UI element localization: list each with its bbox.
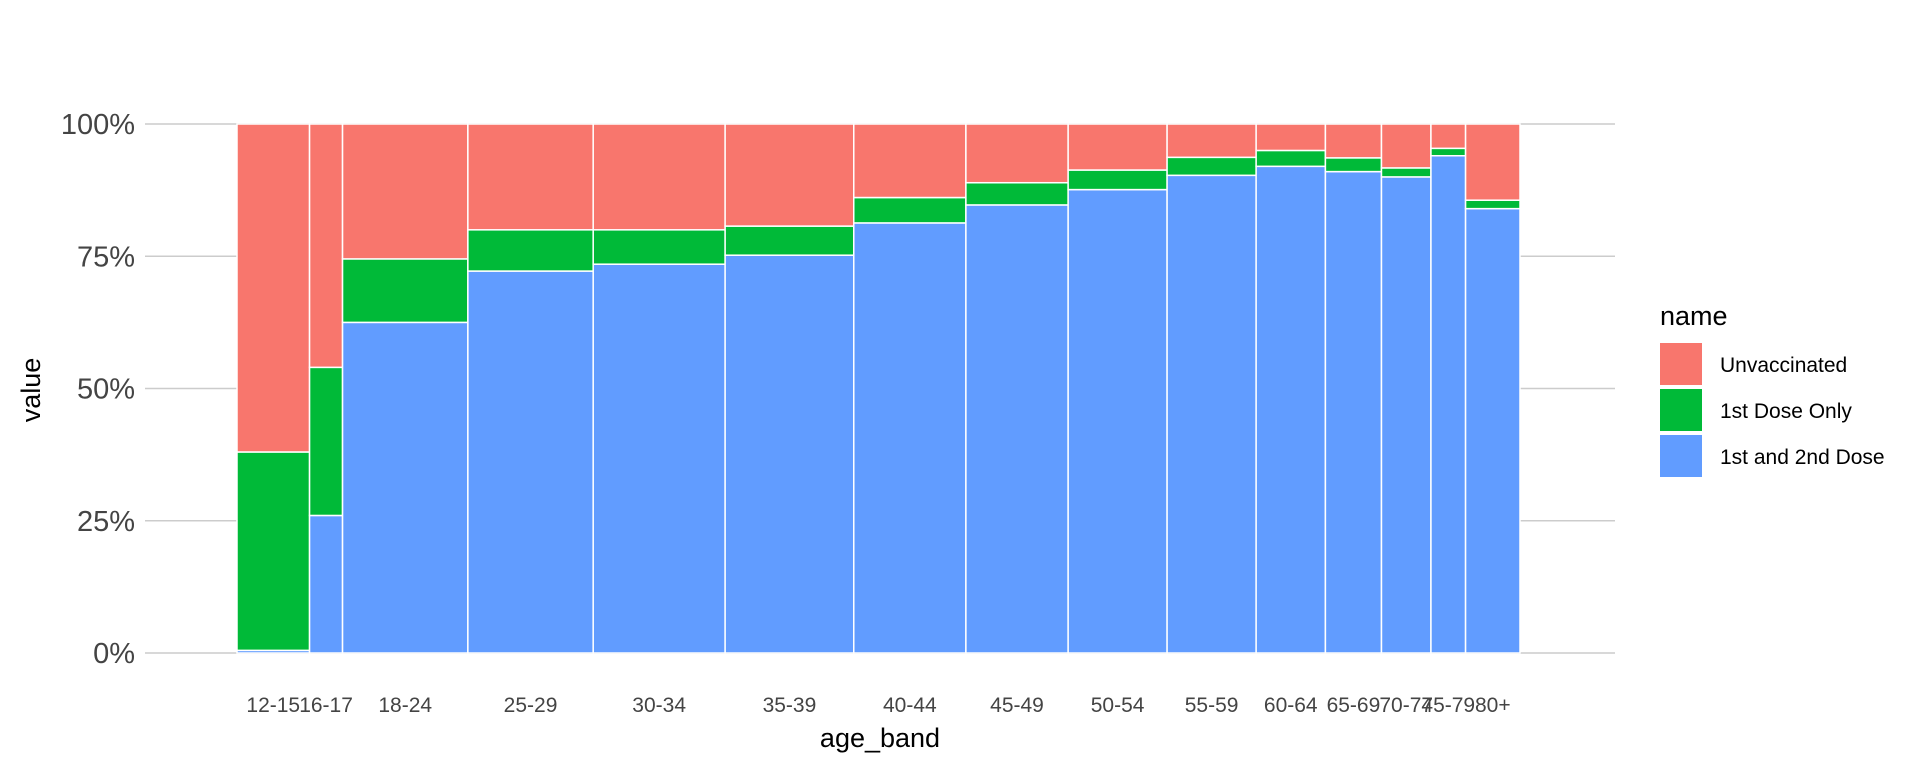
bar-25-29-1st-dose-only [467,229,594,272]
bar-40-44-1st-dose-only [853,196,967,224]
bar-60-64-1st-dose-only [1255,149,1327,168]
bar-50-54-unvaccinated [1067,123,1168,171]
bar-30-34-1st-dose-only [592,229,726,265]
bar-16-17-unvaccinated [308,123,344,369]
y-tick-labels: 0% 25% 50% 75% 100% [61,109,135,670]
x-tick-label: 30-34 [632,694,686,717]
bar-50-54-1st-and-2nd-dose [1067,188,1168,654]
bar-35-39-1st-dose-only [724,225,855,256]
bar-75-79-unvaccinated [1430,123,1467,150]
bar-40-44-unvaccinated [853,123,967,199]
bar-65-69-1st-and-2nd-dose [1324,170,1383,654]
bar-75-79-1st-and-2nd-dose [1430,154,1467,654]
bar-40-44-1st-and-2nd-dose [853,222,967,654]
legend-label-unvaccinated: Unvaccinated [1720,354,1847,377]
y-tick-label: 100% [61,109,135,141]
y-tick-label: 25% [77,506,135,538]
legend-items: Unvaccinated 1st Dose Only 1st and 2nd Dos… [1660,343,1885,477]
bar-12-15-unvaccinated [236,123,311,453]
bar-65-69-1st-dose-only [1324,157,1383,173]
bar-80-1st-dose-only [1464,199,1521,210]
x-tick-label: 55-59 [1185,694,1239,717]
x-tick-label: 45-49 [990,694,1044,717]
bar-55-59-unvaccinated [1166,123,1257,159]
x-tick-label: 16-17 [299,694,353,717]
x-axis-title: age_band [820,723,940,753]
x-tick-label: 60-64 [1264,694,1318,717]
x-tick-labels: 12-15 16-17 18-24 25-29 30-34 35-39 40-44 45-49… [246,694,1510,717]
bar-16-17-1st-and-2nd-dose [308,514,344,654]
legend-label-1st-and-2nd-dose: 1st and 2nd Dose [1720,446,1885,469]
x-tick-label: 18-24 [378,694,432,717]
bar-12-15-1st-dose-only [236,451,311,652]
bar-60-64-unvaccinated [1255,123,1327,152]
bar-65-69-unvaccinated [1324,123,1383,159]
bar-18-24-1st-dose-only [341,258,469,324]
legend-label-1st-dose-only: 1st Dose Only [1720,400,1852,423]
legend-swatch-1st-dose-only [1660,389,1702,431]
legend-swatch-1st-and-2nd-dose [1660,435,1702,477]
x-tick-label: 50-54 [1091,694,1145,717]
legend-swatch-unvaccinated [1660,343,1702,385]
bars-layer [236,123,1521,654]
legend-title: name [1660,301,1728,331]
bar-30-34-unvaccinated [592,123,726,231]
y-tick-label: 0% [93,638,135,670]
x-tick-label: 75-79 [1421,694,1475,717]
y-tick-label: 50% [77,374,135,406]
bar-25-29-1st-and-2nd-dose [467,270,594,654]
bar-70-74-1st-dose-only [1380,167,1432,178]
bar-55-59-1st-and-2nd-dose [1166,174,1257,654]
y-tick-label: 75% [77,241,135,273]
bar-80-unvaccinated [1464,123,1521,201]
x-tick-label: 65-69 [1327,694,1381,717]
bar-60-64-1st-and-2nd-dose [1255,165,1327,654]
bar-30-34-1st-and-2nd-dose [592,263,726,654]
bar-35-39-1st-and-2nd-dose [724,254,855,654]
bar-25-29-unvaccinated [467,123,594,231]
x-tick-label: 80+ [1475,694,1511,717]
x-tick-label: 12-15 [246,694,300,717]
x-tick-label: 25-29 [504,694,558,717]
bar-75-79-1st-dose-only [1430,147,1467,157]
bar-70-74-1st-and-2nd-dose [1380,176,1432,654]
legend: name Unvaccinated 1st Dose Only 1st and 2n… [1660,301,1885,477]
bar-70-74-unvaccinated [1380,123,1432,169]
y-axis-title: value [16,358,46,423]
bar-45-49-1st-dose-only [965,181,1069,206]
x-tick-label: 35-39 [763,694,817,717]
bar-45-49-unvaccinated [965,123,1069,184]
bar-16-17-1st-dose-only [308,366,344,517]
bar-35-39-unvaccinated [724,123,855,227]
bar-80-1st-and-2nd-dose [1464,207,1521,654]
bar-55-59-1st-dose-only [1166,156,1257,177]
x-tick-label: 70-74 [1379,694,1433,717]
x-tick-label: 40-44 [883,694,937,717]
bar-50-54-1st-dose-only [1067,169,1168,191]
bar-45-49-1st-and-2nd-dose [965,204,1069,654]
bar-18-24-1st-and-2nd-dose [341,321,469,654]
bar-18-24-unvaccinated [341,123,469,260]
